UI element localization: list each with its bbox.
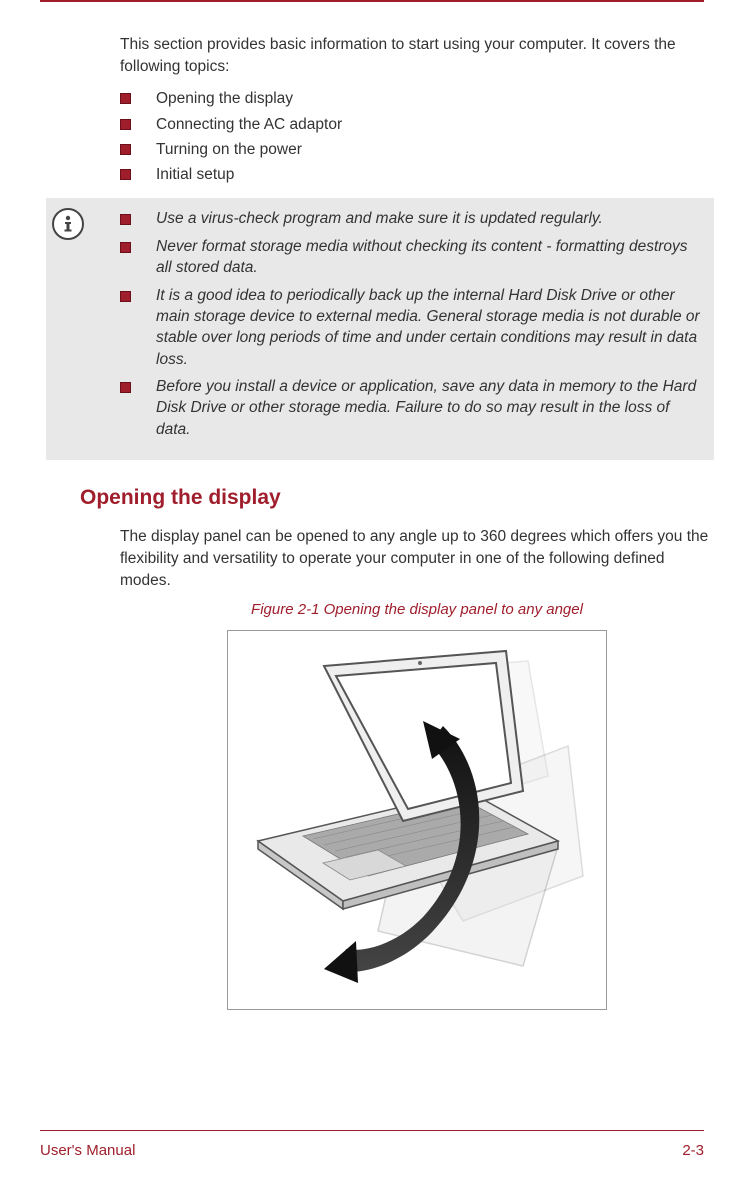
info-list: Use a virus-check program and make sure … bbox=[120, 208, 702, 440]
info-item: Never format storage media without check… bbox=[120, 236, 702, 279]
topic-item: Turning on the power bbox=[120, 138, 714, 161]
figure-laptop-illustration bbox=[227, 630, 607, 1010]
info-item: Before you install a device or applicati… bbox=[120, 376, 702, 440]
footer-right: 2-3 bbox=[682, 1142, 704, 1159]
figure-caption: Figure 2-1 Opening the display panel to … bbox=[120, 601, 714, 618]
section-body: The display panel can be opened to any a… bbox=[120, 526, 714, 591]
intro-paragraph: This section provides basic information … bbox=[120, 34, 714, 77]
topic-item: Connecting the AC adaptor bbox=[120, 113, 714, 136]
info-icon bbox=[52, 208, 84, 240]
topics-list: Opening the display Connecting the AC ad… bbox=[120, 87, 714, 186]
page-footer: User's Manual 2-3 bbox=[40, 1142, 704, 1159]
top-border-line bbox=[40, 0, 704, 2]
figure-container bbox=[120, 630, 714, 1010]
page-content: This section provides basic information … bbox=[0, 0, 744, 1010]
topic-item: Initial setup bbox=[120, 163, 714, 186]
footer-left: User's Manual bbox=[40, 1142, 135, 1159]
footer-divider bbox=[40, 1130, 704, 1131]
topic-item: Opening the display bbox=[120, 87, 714, 110]
info-item: Use a virus-check program and make sure … bbox=[120, 208, 702, 229]
section-heading: Opening the display bbox=[80, 486, 714, 510]
info-item: It is a good idea to periodically back u… bbox=[120, 285, 702, 371]
info-box: Use a virus-check program and make sure … bbox=[46, 198, 714, 460]
